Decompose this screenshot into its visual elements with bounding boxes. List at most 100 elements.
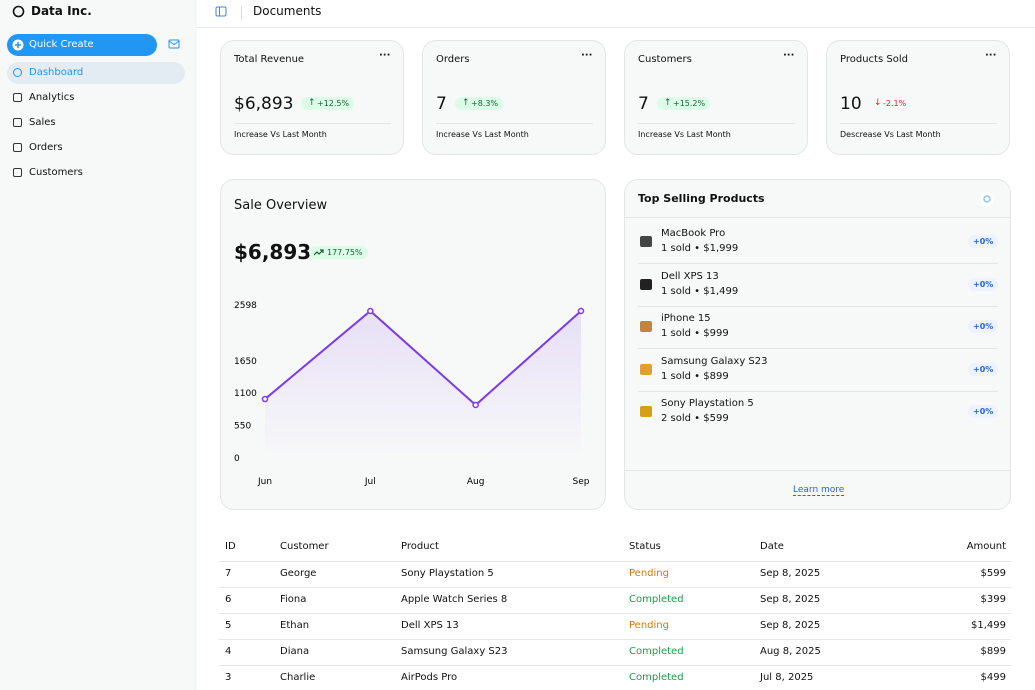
arrow-icon: ↑	[664, 98, 672, 108]
row-divider	[219, 639, 1011, 640]
table-cell: Ethan	[280, 620, 310, 631]
divider	[638, 263, 998, 264]
stat-value: 7	[638, 94, 649, 114]
table-cell: 4	[225, 646, 232, 657]
divider	[638, 390, 998, 392]
stat-change: +15.2% ↑	[657, 97, 711, 110]
table-cell: Charlie	[280, 672, 316, 683]
table-cell: Aug 8, 2025	[760, 646, 821, 657]
stat-value: 7	[436, 94, 447, 114]
menu-dots[interactable]: ···	[379, 50, 391, 61]
nav-item[interactable]: Customers	[7, 162, 185, 184]
nav-label: Sales	[29, 117, 56, 128]
total: $6,893	[234, 240, 312, 264]
product-icon	[640, 321, 652, 332]
divider	[638, 123, 795, 124]
sidebar-toggle[interactable]	[215, 6, 227, 17]
brand: Data Inc.	[31, 4, 92, 18]
stat-title: Customers	[638, 54, 692, 65]
divider	[638, 348, 998, 349]
change: +8.3%	[471, 99, 499, 108]
product-name: Sony Playstation 5	[661, 398, 754, 409]
table-cell: 7	[225, 568, 232, 579]
table-cell: Sep 8, 2025	[760, 568, 821, 579]
mail-icon[interactable]	[168, 39, 180, 49]
product-icon	[640, 236, 652, 247]
stat-note: Increase Vs Last Month	[436, 130, 529, 139]
nav-item[interactable]: Sales	[7, 112, 185, 134]
nav-label: Orders	[29, 142, 63, 153]
product-name: Samsung Galaxy S23	[661, 355, 768, 367]
table-cell: Sep 8, 2025	[760, 620, 821, 631]
nav-item[interactable]: Orders	[7, 137, 185, 159]
nav-label: Customers	[29, 167, 83, 178]
table-cell: Samsung Galaxy S23	[401, 646, 508, 657]
column-header: Amount	[966, 541, 1006, 552]
quick-create-button[interactable]: Quick Create	[7, 34, 157, 56]
arrow-icon: ↑	[308, 98, 316, 108]
product-change: +0%	[968, 362, 999, 376]
nav-label: Analytics	[29, 92, 75, 103]
product-change: +0%	[968, 405, 999, 418]
trend-icon	[314, 249, 324, 256]
menu-dots[interactable]: ···	[985, 50, 997, 61]
table-cell: Diana	[280, 646, 310, 657]
nav-icon	[13, 143, 22, 152]
settings-button[interactable]	[980, 192, 994, 206]
stat-note: Increase Vs Last Month	[234, 130, 327, 139]
column-header: Product	[401, 541, 439, 552]
table-cell: Dell XPS 13	[401, 620, 459, 631]
menu-dots[interactable]: ···	[581, 50, 593, 61]
arrow-icon: ↓	[874, 98, 882, 108]
stat-card: Products Sold ··· 10 -2.1% ↓ Descrease Vs Las…	[826, 40, 1010, 155]
change: 177.75%	[327, 248, 363, 257]
product-detail: 1 sold • $999	[661, 328, 729, 339]
row-divider	[219, 665, 1011, 666]
stat-title: Total Revenue	[234, 54, 305, 65]
change: +15.2%	[673, 99, 706, 108]
menu-dots[interactable]: ···	[783, 50, 795, 61]
product-name: MacBook Pro	[661, 228, 726, 239]
product-detail: 1 sold • $899	[661, 370, 729, 382]
nav-item[interactable]: Analytics	[7, 87, 185, 109]
stat-change: +8.3% ↑	[455, 97, 504, 110]
column-header: Status	[629, 541, 661, 552]
change-chip: 177.75%	[309, 246, 368, 259]
table-cell: 5	[225, 620, 232, 631]
page-title: Documents	[253, 4, 322, 18]
nav-item[interactable]: Dashboard	[7, 62, 185, 84]
stat-note: Increase Vs Last Month	[638, 130, 731, 139]
brand-icon	[12, 5, 25, 18]
table-cell: 6	[225, 594, 232, 605]
product-name: iPhone 15	[661, 313, 711, 324]
card-title: Top Selling Products	[638, 192, 765, 205]
header: Documents	[197, 0, 1035, 28]
table-cell: Fiona	[280, 594, 307, 605]
divider	[625, 470, 1010, 471]
stat-change: +12.5% ↑	[301, 97, 355, 110]
table-cell: $599	[980, 568, 1006, 579]
table-cell: $899	[980, 646, 1006, 657]
product-change: +0%	[968, 235, 999, 248]
row-divider	[219, 587, 1011, 588]
product-detail: 1 sold • $1,499	[661, 285, 739, 297]
stat-card: Total Revenue ··· $6,893 +12.5% ↑ Increase Vs…	[220, 40, 404, 155]
column-header: Date	[760, 541, 784, 552]
learn-more-link[interactable]: Learn more	[793, 485, 845, 496]
table-cell: 3	[225, 672, 232, 683]
change: -2.1%	[883, 99, 907, 108]
table-cell: $1,499	[971, 620, 1006, 631]
divider	[234, 123, 391, 124]
product-detail: 1 sold • $1,999	[661, 243, 739, 254]
table-cell: Pending	[629, 568, 669, 579]
nav-icon	[13, 68, 22, 77]
product-change: +0%	[968, 277, 999, 291]
stat-value: 10	[840, 94, 862, 114]
nav-icon	[13, 93, 22, 102]
product-name: Dell XPS 13	[661, 270, 719, 282]
stat-note: Descrease Vs Last Month	[840, 130, 941, 139]
nav-label: Dashboard	[29, 67, 84, 78]
card-title: Sale Overview	[234, 198, 328, 213]
divider	[625, 217, 1010, 218]
